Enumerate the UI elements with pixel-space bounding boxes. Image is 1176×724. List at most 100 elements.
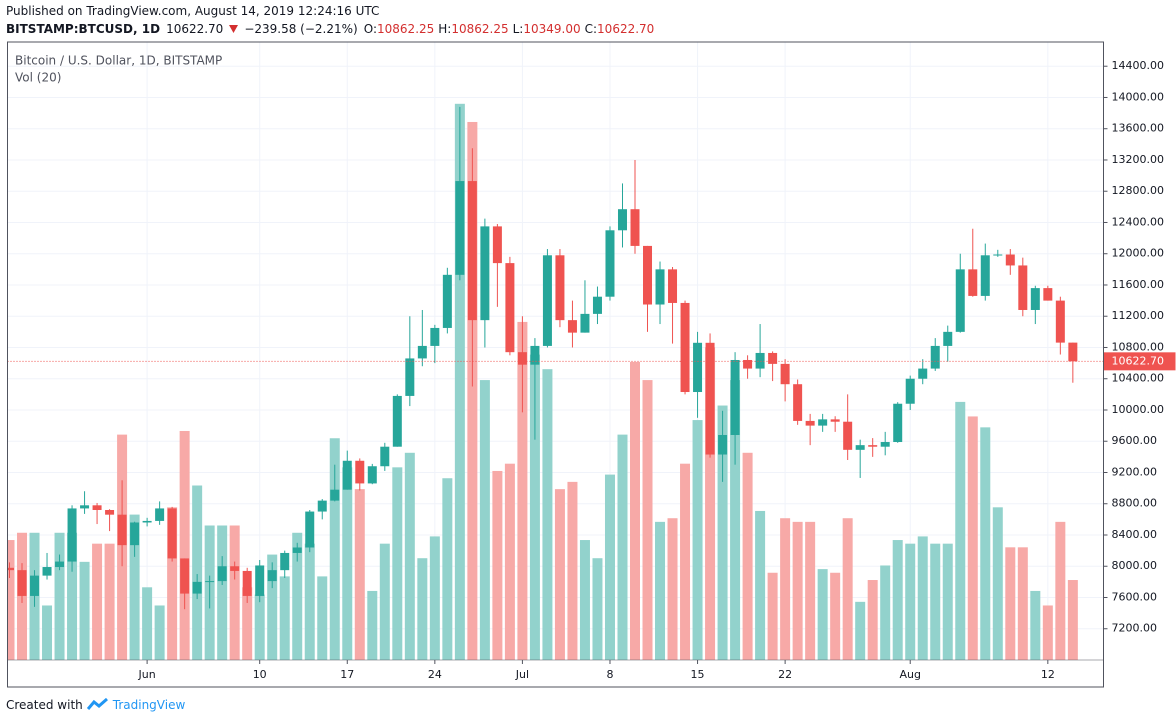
volume-bar <box>542 369 553 660</box>
created-with: Created with <box>6 698 83 712</box>
volume-bar <box>242 587 253 660</box>
volume-bar <box>942 543 953 660</box>
candle-body <box>1068 342 1078 362</box>
candle-body <box>993 254 1003 256</box>
volume-bar <box>842 518 853 660</box>
candle-body <box>342 460 352 490</box>
volume-bar <box>67 532 78 660</box>
volume-bar <box>780 518 791 660</box>
candle-body <box>205 581 215 583</box>
candle-body <box>255 565 265 596</box>
volume-bar <box>317 576 328 660</box>
candle-body <box>67 508 77 562</box>
candle-body <box>955 269 965 332</box>
volume-bar <box>354 489 365 660</box>
candle-body <box>555 255 565 321</box>
candle-body <box>492 226 502 264</box>
candle-body <box>142 520 152 523</box>
volume-bar <box>167 507 178 660</box>
volume-bar <box>917 536 928 660</box>
candle-body <box>417 345 427 359</box>
y-tick-label: 11600.00 <box>1112 278 1165 291</box>
candle-body <box>880 442 890 447</box>
volume-bar <box>442 478 453 660</box>
volume-bar <box>554 489 565 660</box>
candle-body <box>230 566 240 571</box>
candle-body <box>818 419 828 426</box>
candle-body <box>793 384 803 421</box>
candle-body <box>130 522 140 546</box>
y-tick-label: 10000.00 <box>1112 403 1165 416</box>
volume-bar <box>129 514 140 660</box>
volume-bar <box>342 467 353 660</box>
candle-body <box>893 403 903 443</box>
y-tick-label: 14000.00 <box>1112 90 1165 103</box>
candle-body <box>42 567 52 576</box>
x-tick-label: Jul <box>515 668 529 681</box>
candle-body <box>292 547 302 553</box>
candle-body <box>92 505 102 510</box>
brand: TradingView <box>112 698 186 712</box>
volume-bar <box>304 543 315 660</box>
volume-bar <box>92 543 103 660</box>
candle-body <box>1018 265 1028 310</box>
ohlc-value: 10349.00 <box>523 22 581 36</box>
candle-body <box>605 230 615 297</box>
volume-bar <box>705 347 716 660</box>
volume-bar <box>292 532 303 660</box>
volume-bar <box>830 572 841 660</box>
candle-body <box>1005 254 1015 266</box>
candle-body <box>830 419 840 422</box>
volume-bar <box>379 543 390 660</box>
volume-bar <box>504 463 515 660</box>
candle-body <box>7 567 14 571</box>
published: Published on TradingView.com, August 14,… <box>6 4 380 18</box>
candle-body <box>693 342 703 393</box>
volume-bar <box>855 601 866 660</box>
volume-bar <box>1030 590 1041 660</box>
volume-bar <box>817 569 828 660</box>
volume-bar <box>229 525 240 660</box>
volume-bar <box>279 576 290 660</box>
chart: 7200.00 7600.00 8000.00 8400.00 8800.00 9200.… <box>7 41 1176 688</box>
volume-bar <box>104 543 115 660</box>
volume-bar <box>579 540 590 660</box>
candle-body <box>80 505 90 509</box>
volume-bar <box>367 590 378 660</box>
candle-body <box>530 345 540 365</box>
ohlc-item: O:10862.25 <box>364 22 435 36</box>
volume-bar <box>604 474 615 660</box>
volume-bar <box>592 558 603 660</box>
volume-bar <box>142 587 153 660</box>
x-tick-label: 15 <box>691 668 705 681</box>
volume-bar <box>7 540 15 660</box>
ohlc-key: H: <box>438 22 452 36</box>
candle-body <box>267 570 277 582</box>
volume-bar <box>955 401 966 660</box>
y-tick-label: 7200.00 <box>1112 622 1158 635</box>
candle-body <box>655 269 665 305</box>
candle-body <box>768 352 778 364</box>
candle-body <box>630 209 640 246</box>
volume-bar <box>905 543 916 660</box>
volume-bar <box>617 434 628 660</box>
candle-body <box>517 352 527 365</box>
candle-body <box>592 296 602 314</box>
candle-body <box>192 581 202 594</box>
candle-body <box>480 226 490 321</box>
candle-body <box>467 181 477 321</box>
volume-bar <box>805 521 816 660</box>
candle-body <box>505 263 515 353</box>
x-tick-label: 12 <box>1041 668 1055 681</box>
footer: Created with TradingView <box>6 698 185 712</box>
candle-body <box>167 508 177 559</box>
volume-legend: Vol (20) <box>15 71 61 85</box>
candle-body <box>718 434 728 455</box>
candle-body <box>918 368 928 379</box>
candle-body <box>743 359 753 369</box>
x-tick-label: Jun <box>138 668 156 681</box>
y-tick-label: 12800.00 <box>1112 184 1165 197</box>
candle-body <box>180 558 190 594</box>
series-legend: Bitcoin / U.S. Dollar, 1D, BITSTAMP <box>15 54 222 68</box>
ohlc-value: 10862.25 <box>377 22 435 36</box>
